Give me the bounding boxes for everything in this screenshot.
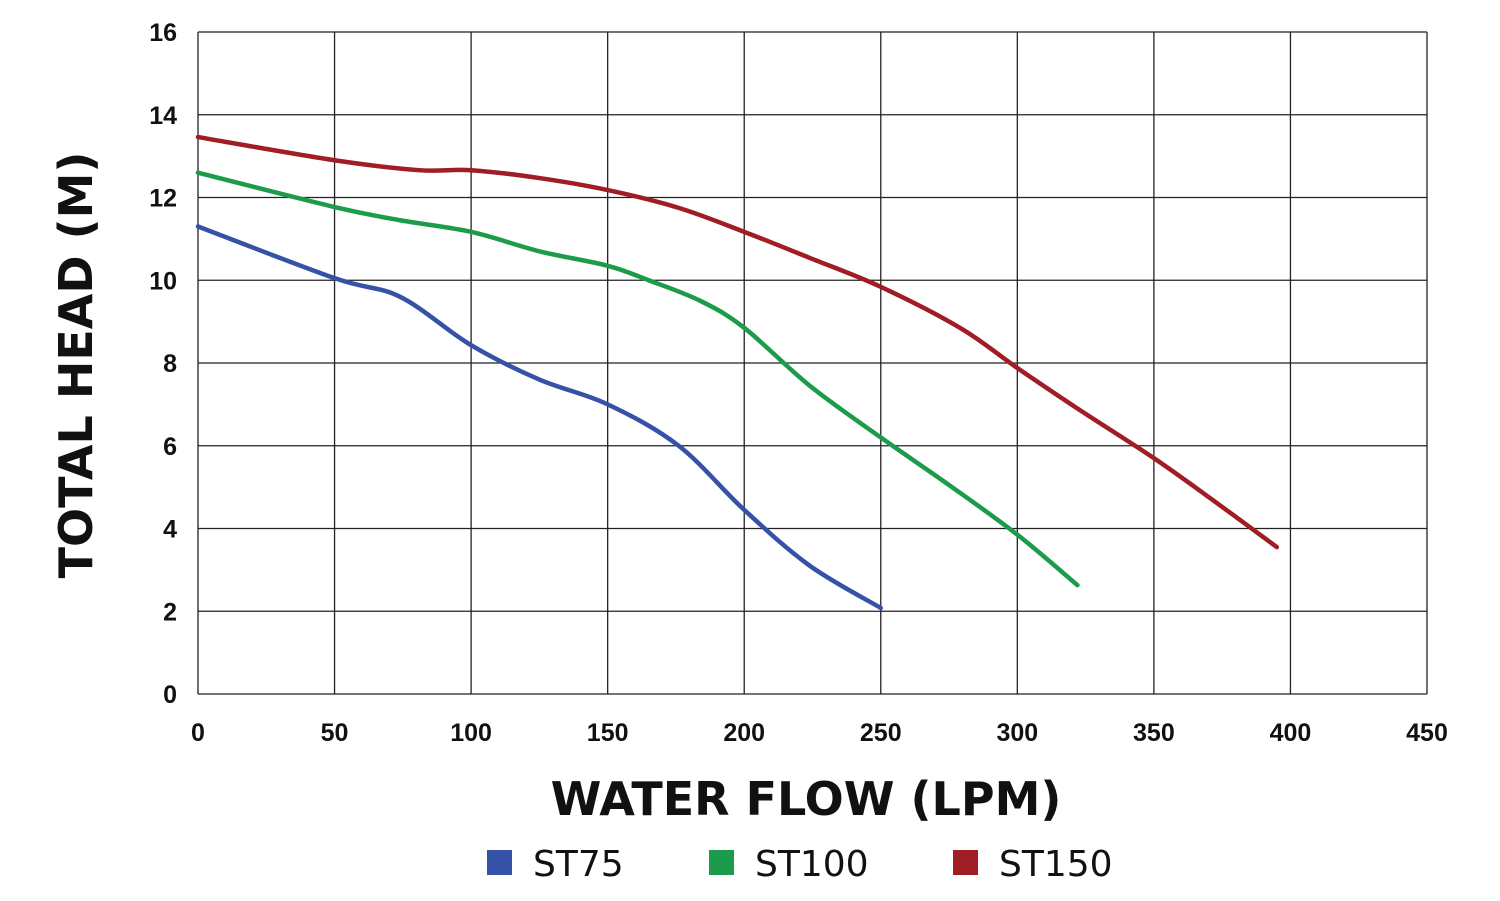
legend-swatch: [709, 850, 734, 875]
y-axis-label: TOTAL HEAD (M): [49, 152, 103, 579]
y-tick-label: 6: [163, 433, 177, 461]
y-tick-label: 8: [163, 350, 177, 378]
x-axis-label: WATER FLOW (LPM): [551, 772, 1062, 826]
legend-item-st150: ST150: [953, 844, 1113, 885]
y-tick-label: 12: [149, 185, 177, 213]
legend-label: ST150: [999, 844, 1113, 885]
legend-swatch: [487, 850, 512, 875]
x-tick-label: 100: [450, 719, 492, 747]
series-line-st100: [195, 170, 1080, 588]
x-tick-label: 450: [1406, 719, 1448, 747]
tick-labels: 0 50 100 150 200 250 300 350 400 450 0 2 4 6 8 10 12 14 16: [149, 19, 1448, 747]
y-tick-label: 2: [163, 598, 177, 626]
x-tick-label: 200: [723, 719, 765, 747]
x-tick-label: 250: [860, 719, 902, 747]
x-tick-label: 300: [996, 719, 1038, 747]
grid: [197, 31, 1428, 695]
y-tick-label: 0: [163, 681, 177, 709]
series-line-st150: [195, 134, 1280, 550]
x-tick-label: 400: [1270, 719, 1312, 747]
x-tick-label: 150: [587, 719, 629, 747]
x-tick-label: 50: [321, 719, 349, 747]
legend-swatch: [953, 850, 978, 875]
legend-item-st100: ST100: [709, 844, 869, 885]
y-tick-label: 16: [149, 19, 177, 47]
legend-label: ST100: [755, 844, 869, 885]
y-tick-label: 14: [149, 102, 177, 130]
legend: ST75 ST100 ST150: [487, 844, 1113, 885]
legend-label: ST75: [533, 844, 624, 885]
series-line-st75: [195, 224, 884, 611]
x-tick-label: 0: [191, 719, 205, 747]
x-tick-label: 350: [1133, 719, 1175, 747]
series-lines: [195, 134, 1280, 611]
y-tick-label: 10: [149, 267, 177, 295]
legend-item-st75: ST75: [487, 844, 624, 885]
y-tick-label: 4: [163, 516, 177, 544]
